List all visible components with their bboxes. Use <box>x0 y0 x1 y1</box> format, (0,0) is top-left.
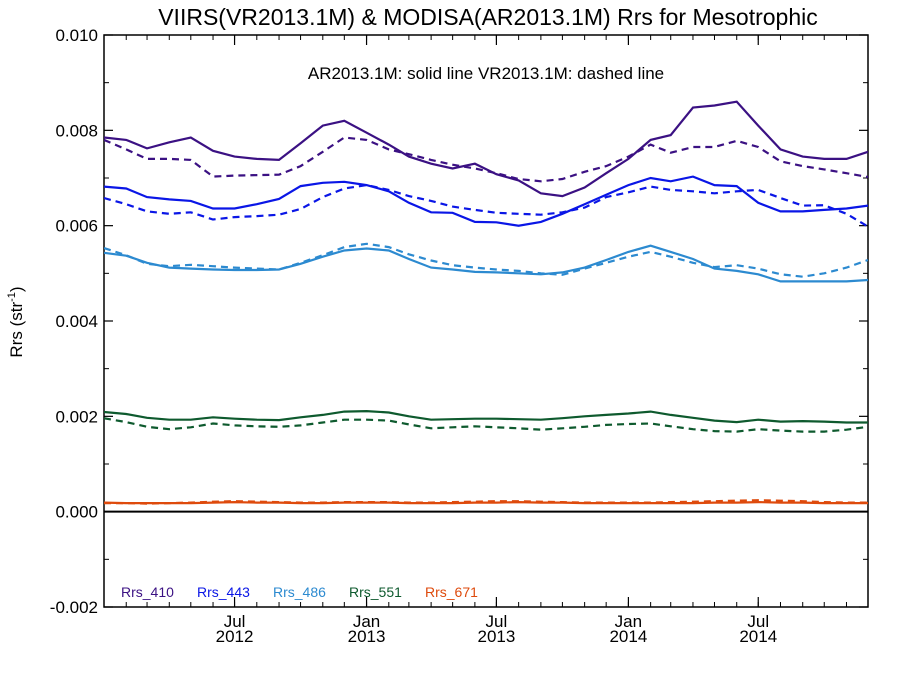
legend-label-rrs-671: Rrs_671 <box>425 584 478 600</box>
x-tick-label-month: Jul <box>224 612 246 631</box>
series-line-rrs-443-dashed <box>104 183 868 228</box>
y-tick-label: 0.002 <box>55 407 98 426</box>
series-line-rrs-551-solid <box>104 409 868 424</box>
x-tick-label-month: Jan <box>353 612 380 631</box>
series-line-rrs-671-solid <box>104 500 868 505</box>
series-layer <box>104 100 868 513</box>
chart-title: VIIRS(VR2013.1M) & MODISA(AR2013.1M) Rrs… <box>158 4 818 30</box>
y-tick-label: 0.008 <box>55 121 98 140</box>
y-tick-label: -0.002 <box>50 598 98 617</box>
series-line-rrs-443-solid <box>104 175 868 227</box>
x-tick-label-year: 2014 <box>609 627 647 646</box>
y-tick-label: 0.010 <box>55 26 98 45</box>
series-line-rrs-671-dashed <box>104 499 868 505</box>
x-tick-label-month: Jul <box>486 612 508 631</box>
series-line-rrs-551-dashed <box>104 417 868 433</box>
y-axis: -0.002 0.000 0.002 0.004 0.006 0.008 0.010 <box>50 26 868 617</box>
legend-label-rrs-551: Rrs_551 <box>349 584 402 600</box>
y-axis-label-main: Rrs (str <box>7 302 26 358</box>
series-line-rrs-486-solid <box>104 244 868 283</box>
x-tick-label-year: 2014 <box>739 627 777 646</box>
legend-label-rrs-410: Rrs_410 <box>121 584 174 600</box>
y-tick-label: 0.004 <box>55 312 98 331</box>
legend: Rrs_410 Rrs_443 Rrs_486 Rrs_551 Rrs_671 <box>121 584 478 600</box>
series-line-rrs-410-solid <box>104 100 868 198</box>
series-line-rrs-410-dashed <box>104 136 868 183</box>
line-style-annotation: AR2013.1M: solid line VR2013.1M: dashed … <box>308 64 664 83</box>
x-tick-label-month: Jan <box>615 612 642 631</box>
x-tick-label-year: 2013 <box>348 627 386 646</box>
y-axis-label: Rrs (str-1) <box>6 286 26 357</box>
y-tick-label: 0.006 <box>55 217 98 236</box>
series-line-rrs-486-dashed <box>104 242 868 278</box>
legend-label-rrs-486: Rrs_486 <box>273 584 326 600</box>
y-tick-label: 0.000 <box>55 503 98 522</box>
x-tick-label-year: 2012 <box>216 627 254 646</box>
y-axis-label-sup: -1 <box>6 292 18 302</box>
x-tick-label-month: Jul <box>747 612 769 631</box>
y-axis-label-close: ) <box>7 286 26 292</box>
legend-label-rrs-443: Rrs_443 <box>197 584 250 600</box>
x-tick-label-year: 2013 <box>477 627 515 646</box>
